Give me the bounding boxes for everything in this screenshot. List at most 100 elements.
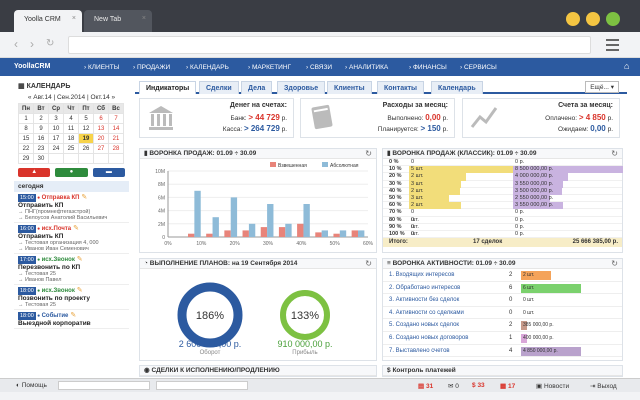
event-item[interactable]: 15:00 ● Отправка КП ✎ Отправить КП → ПНГ(п… [14, 192, 129, 223]
calendar-day[interactable]: 17 [48, 133, 64, 144]
back-icon[interactable]: ‹ [14, 37, 18, 51]
menu-finance[interactable]: › ФИНАНСЫ [409, 64, 447, 71]
browser-tab-new[interactable]: New Tab × [84, 10, 152, 32]
refresh-icon[interactable]: ↻ [611, 149, 618, 158]
tab-contacts[interactable]: Контакты [377, 81, 425, 94]
activity-row[interactable]: 6. Создано новых договоров 1 400 000,00 р. [383, 332, 622, 345]
tab-health[interactable]: Здоровье [277, 81, 326, 94]
funnel-row[interactable]: 70 % 0 шт. 0 р. [383, 209, 622, 223]
activity-row[interactable]: 7. Выставлено счетов 4 4 850 000,00 р. [383, 345, 622, 358]
bar-absolute[interactable] [358, 230, 365, 237]
tasks-counter[interactable]: ▤ 31 [418, 382, 433, 390]
bar-absolute[interactable] [212, 217, 219, 237]
event-contact[interactable]: → ПНГ(промнефтегазстрой) [18, 209, 91, 215]
menu-icon[interactable] [606, 39, 619, 51]
bar-absolute[interactable] [267, 204, 274, 237]
alert-filter-button[interactable]: ▲ [18, 168, 51, 177]
funnel-row[interactable]: 80 % 0 шт. 0 р. [383, 217, 622, 230]
edit-icon[interactable]: ✎ [68, 312, 77, 319]
edit-icon[interactable]: ✎ [74, 256, 83, 263]
event-item[interactable]: 18:00 ● Событие ✎ Выездной корпоратив [14, 310, 129, 329]
bar-weighted[interactable] [206, 233, 213, 237]
tab-calendar[interactable]: Календарь [431, 81, 483, 94]
event-item[interactable]: 16:00 ● исх.Почта ✎ Отправить КП → Тестова… [14, 223, 129, 254]
bar-weighted[interactable] [242, 230, 249, 237]
calendar-day[interactable]: 23 [33, 143, 49, 154]
bar-weighted[interactable] [278, 227, 286, 237]
minimize-icon[interactable] [566, 12, 580, 26]
close-icon[interactable]: × [141, 15, 146, 22]
bar-absolute[interactable] [339, 230, 347, 237]
menu-calendar[interactable]: › КАЛЕНДАРЬ [186, 64, 229, 71]
calendar-day[interactable]: 5 [78, 113, 94, 124]
calendar-day[interactable]: 20 [93, 133, 109, 144]
calendar-day[interactable]: 2 [33, 113, 49, 124]
quick-search-input[interactable] [58, 381, 150, 390]
tab-indicators[interactable]: Индикаторы [139, 81, 197, 94]
event-item[interactable]: 18:00 ● исх.Звонок ✎ Позвонить по проекту… [14, 285, 129, 310]
calendar-day[interactable]: 19 [78, 133, 94, 144]
bar-weighted[interactable] [315, 232, 322, 237]
calendar-day[interactable]: 26 [78, 143, 94, 154]
funnel-row[interactable]: 60 % 2 шт. 3 550 000,00 р. [383, 202, 622, 210]
calendar-day[interactable]: 10 [48, 123, 64, 134]
tab-deals[interactable]: Сделки [199, 81, 239, 94]
close-icon[interactable]: × [71, 15, 76, 22]
calendar-day[interactable]: 27 [93, 143, 109, 154]
bar-weighted[interactable] [297, 223, 304, 237]
calendar-counter[interactable]: ▦ 17 [500, 382, 515, 390]
funnel-row[interactable]: 100 %0 шт.0 р. [383, 231, 622, 244]
browser-tab-crm[interactable]: Yoolla CRM × [14, 10, 82, 32]
menu-analytics[interactable]: › АНАЛИТИКА [345, 64, 389, 71]
bar-weighted[interactable] [224, 230, 231, 237]
refresh-icon[interactable]: ↻ [365, 149, 372, 158]
bar-absolute[interactable] [321, 230, 328, 237]
calendar-day[interactable]: 7 [108, 113, 124, 124]
funnel-row[interactable]: 90 % 0 шт. 0 р. [383, 224, 622, 237]
funnel-row[interactable]: 50 % 3 шт. 2 550 000,00 р. [383, 194, 622, 203]
funnel-row[interactable]: 20 % 2 шт. 4 000 000,00 р. [383, 173, 622, 181]
tab-tasks[interactable]: Дела [241, 81, 273, 94]
calendar-day[interactable]: 13 [93, 123, 109, 134]
calendar-day[interactable]: 15 [18, 133, 34, 144]
funnel-row[interactable]: 30 % 3 шт. 3 550 000,00 р. [383, 180, 622, 188]
menu-marketing[interactable]: › МАРКЕТИНГ [248, 64, 292, 71]
menu-links[interactable]: › СВЯЗИ [306, 64, 333, 71]
edit-icon[interactable]: ✎ [79, 194, 88, 201]
calendar-day[interactable]: 29 [18, 153, 34, 164]
refresh-icon[interactable]: ↻ [365, 259, 372, 268]
edit-icon[interactable]: ✎ [74, 287, 83, 294]
refresh-icon[interactable]: ↻ [611, 259, 618, 268]
calendar-day[interactable]: 8 [18, 123, 34, 134]
bar-absolute[interactable] [230, 197, 238, 237]
app-logo[interactable]: YoollaCRM [14, 63, 51, 70]
maximize-icon[interactable] [586, 12, 600, 26]
event-item[interactable]: 17:00 ● исх.Звонок ✎ Перезвонить по КП → Т… [14, 254, 129, 285]
event-contact[interactable]: → Тестовая 25 [18, 271, 56, 277]
calendar-day[interactable]: 24 [48, 143, 64, 154]
edit-icon[interactable]: ✎ [71, 225, 79, 232]
calendar-day[interactable]: 4 [63, 113, 79, 124]
bar-absolute[interactable] [285, 223, 292, 237]
menu-sales[interactable]: › ПРОДАЖИ [133, 64, 171, 71]
calendar-day[interactable]: 16 [33, 133, 49, 144]
funnel-row[interactable]: 0 %0 шт.0 р. [383, 159, 622, 172]
event-contact[interactable]: → Белоусов Анатолий Васильевич [18, 215, 108, 221]
funnel-row[interactable]: 10 % 5 шт. 8 500 000,00 р. [383, 166, 623, 174]
calendar-day[interactable]: 30 [33, 153, 49, 164]
bar-absolute[interactable] [303, 204, 310, 237]
menu-services[interactable]: › СЕРВИСЫ [460, 64, 497, 71]
calendar-day[interactable]: 21 [108, 133, 124, 144]
exit-button[interactable]: ⇥ Выход [590, 382, 617, 390]
calendar-day[interactable]: 12 [78, 123, 94, 134]
forward-icon[interactable]: › [30, 37, 34, 51]
event-contact[interactable]: → Тестовая 25 [18, 302, 56, 308]
activity-row[interactable]: 3. Активности без сделок 0 0 шт. [383, 294, 622, 307]
bell-filter-button[interactable]: ● [55, 168, 88, 177]
calendar-day[interactable]: 3 [48, 113, 64, 124]
close-window-icon[interactable] [606, 12, 620, 26]
calendar-day[interactable]: 22 [18, 143, 34, 154]
phone-input[interactable] [156, 381, 248, 390]
calendar-month-nav[interactable]: « Авг.14 | Сен.2014 | Окт.14 » [27, 94, 116, 101]
tab-clients[interactable]: Клиенты [327, 81, 372, 94]
